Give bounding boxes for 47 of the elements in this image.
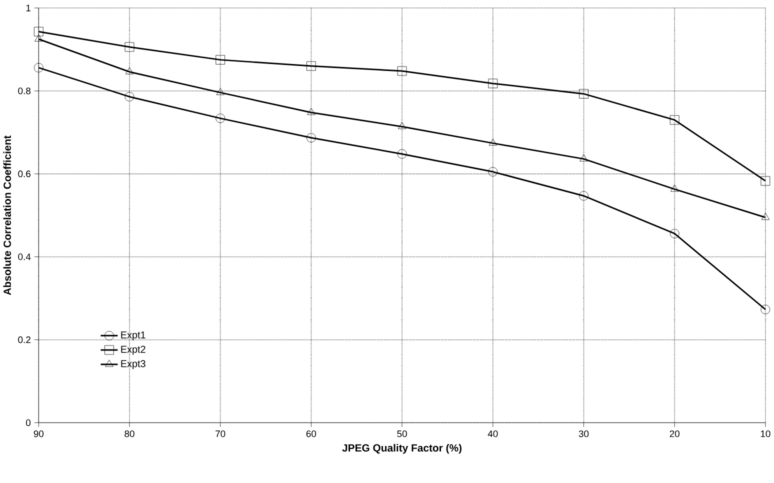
x-axis-title: JPEG Quality Factor (%) <box>342 444 462 454</box>
point <box>488 167 498 177</box>
x-tick-label: 50 <box>397 430 407 438</box>
point <box>125 67 134 75</box>
y-tick-label: 0.2 <box>18 336 30 344</box>
point <box>761 212 770 220</box>
legend-label: Expt2 <box>121 346 146 356</box>
y-tick-label: 1 <box>26 4 30 12</box>
point <box>670 184 679 192</box>
y-tick-label: 0.6 <box>18 170 30 178</box>
y-tick-label: 0.4 <box>18 254 31 260</box>
point <box>488 138 497 146</box>
point <box>124 42 134 52</box>
point <box>306 133 316 143</box>
x-tick-label: 80 <box>124 430 134 438</box>
point <box>34 63 44 73</box>
x-tick-label: 90 <box>34 430 44 438</box>
point <box>397 150 407 159</box>
x-tick-label: 60 <box>306 430 316 438</box>
x-tick-label: 20 <box>670 430 680 438</box>
point <box>307 108 316 116</box>
point <box>579 89 588 99</box>
legend-label: Expt3 <box>121 360 146 370</box>
y-tick-label: 0 <box>26 420 31 426</box>
point <box>216 88 224 96</box>
point <box>34 34 43 42</box>
point <box>580 154 588 162</box>
point <box>398 122 406 130</box>
x-tick-label: 40 <box>488 430 498 438</box>
point <box>579 191 588 201</box>
legend-label: Expt1 <box>121 332 146 341</box>
point <box>216 114 226 124</box>
point <box>397 66 407 76</box>
point <box>670 116 680 125</box>
y-axis-title: Absolute Correlation Coefficient <box>3 136 11 296</box>
point <box>306 62 316 71</box>
point <box>124 92 134 102</box>
point <box>34 27 44 37</box>
point <box>670 229 680 238</box>
x-tick-label: 10 <box>760 430 770 438</box>
y-tick-label: 0.8 <box>18 88 30 94</box>
x-tick-label: 30 <box>578 430 589 438</box>
point <box>760 176 770 186</box>
point <box>760 305 770 314</box>
point <box>488 79 498 88</box>
point <box>216 55 226 65</box>
x-tick-label: 70 <box>216 430 226 438</box>
